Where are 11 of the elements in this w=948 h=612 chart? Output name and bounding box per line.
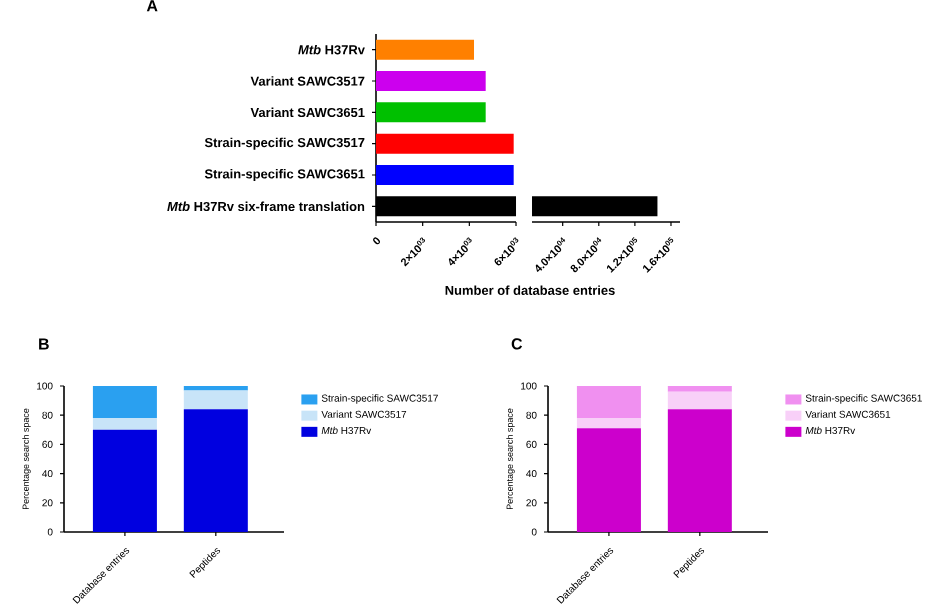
bar <box>92 418 157 430</box>
bar <box>667 409 732 532</box>
bar <box>576 418 641 429</box>
bar <box>576 428 641 532</box>
bar <box>92 386 157 419</box>
bar <box>183 390 248 410</box>
bar <box>667 386 732 392</box>
bar <box>183 409 248 532</box>
bar <box>92 429 157 532</box>
bar <box>667 391 732 410</box>
bar <box>576 386 641 419</box>
